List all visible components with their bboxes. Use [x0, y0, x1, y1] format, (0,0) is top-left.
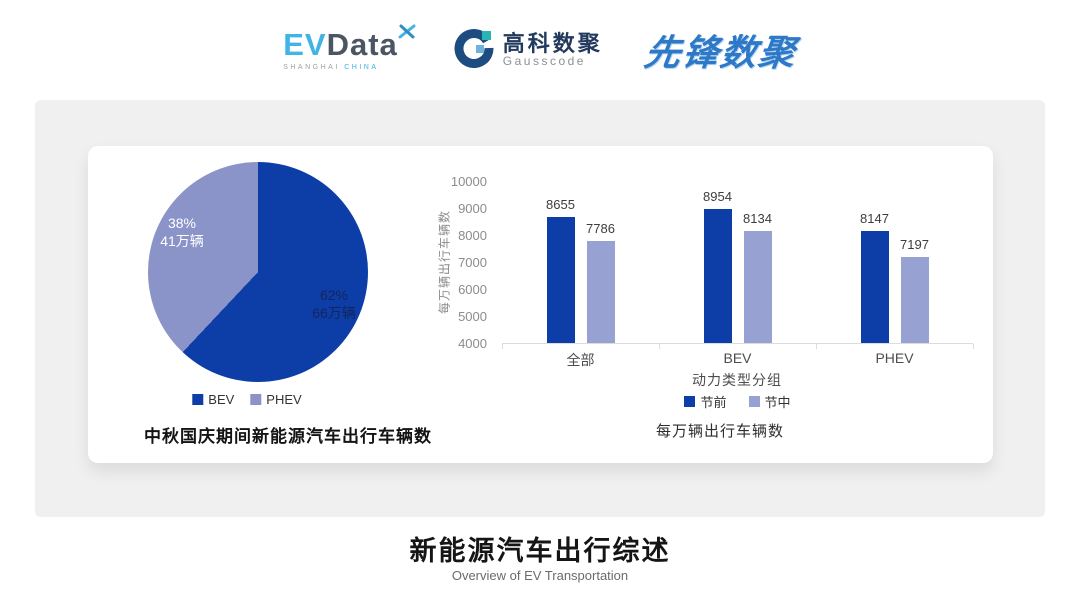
evdata-data-text: Data — [326, 27, 398, 62]
pie-legend-label-phev: PHEV — [266, 392, 302, 407]
evdata-x-icon — [398, 23, 416, 46]
x-axis-tick — [816, 344, 817, 349]
pie-legend-swatch-bev — [192, 394, 204, 405]
y-tick-label: 6000 — [458, 282, 487, 297]
bar-legend-label: 节前 — [700, 395, 727, 410]
pie-legend: BEV PHEV — [192, 392, 302, 407]
pie-chart — [148, 162, 368, 382]
gausscode-logo: 高科数聚 Gausscode — [454, 28, 603, 73]
bar-value-label: 8655 — [546, 197, 575, 213]
y-tick-label: 8000 — [458, 228, 487, 243]
y-tick-label: 7000 — [458, 255, 487, 270]
chart-card: 62% 66万辆 38% 41万辆 BEV PHEV 中秋国庆期间新能源汽车出行… — [88, 146, 993, 463]
y-tick-label: 10000 — [450, 174, 487, 189]
gausscode-text: 高科数聚 Gausscode — [503, 32, 603, 68]
x-category-label: BEV — [723, 350, 752, 366]
bar-legend-item-节中: 节中 — [748, 392, 791, 411]
x-axis-tick — [659, 344, 660, 349]
evdata-subtext: SHANGHAI CHINA — [283, 64, 398, 71]
pioneer-logo: 先锋数聚 — [641, 32, 800, 73]
bar-节中-全部 — [586, 240, 615, 343]
header-logos: EV Data SHANGHAI CHINA — [0, 18, 1080, 82]
bar-legend-swatch — [748, 396, 760, 407]
bar-plot-area: 8655 7786 8954 8134 8147 7197 — [502, 182, 974, 349]
pie-slice-label-bev: 62% 66万辆 — [312, 286, 356, 322]
bar-legend: 节前 节中 — [502, 392, 973, 411]
x-axis-tick — [502, 344, 503, 349]
x-category-label: PHEV — [875, 350, 914, 366]
y-tick-label: 9000 — [458, 201, 487, 216]
bar-legend-label: 节中 — [764, 395, 791, 410]
x-category-label: 全部 — [566, 352, 595, 368]
pie-legend-item-bev: BEV — [192, 392, 234, 407]
pie-phev-value: 41万辆 — [160, 233, 204, 249]
evdata-wordmark: EV Data — [283, 29, 398, 60]
pie-chart-title: 中秋国庆期间新能源汽车出行车辆数 — [144, 427, 432, 446]
bar-value-label: 8134 — [743, 211, 772, 227]
x-axis-tick — [973, 344, 974, 349]
pie-legend-swatch-phev — [250, 394, 262, 405]
bar-legend-swatch — [684, 396, 696, 407]
bar-chart-title: 每万辆出行车辆数 — [655, 423, 785, 440]
bar-yaxis: 4000 5000 6000 7000 8000 9000 10000 — [418, 174, 487, 351]
bar-节中-PHEV — [900, 256, 929, 343]
bar-节中-BEV — [743, 231, 772, 343]
y-tick-label: 4000 — [458, 336, 487, 351]
gausscode-cn-text: 高科数聚 — [502, 31, 603, 57]
gausscode-en-text: Gausscode — [502, 54, 586, 69]
pie-bev-value: 66万辆 — [312, 305, 356, 321]
evdata-china-text: CHINA — [344, 64, 379, 71]
bar-value-label: 7786 — [586, 220, 615, 236]
bar-节前-全部 — [546, 217, 575, 343]
bar-xaxis-name: 动力类型分组 — [692, 372, 782, 388]
pie-legend-item-phev: PHEV — [250, 392, 302, 407]
pie-bev-percent: 62% — [319, 286, 349, 303]
bar-节前-BEV — [703, 209, 732, 343]
bar-value-label: 8147 — [860, 211, 889, 227]
page-subtitle: Overview of EV Transportation — [451, 568, 629, 583]
bar-legend-item-节前: 节前 — [684, 392, 727, 411]
gausscode-g-icon — [454, 28, 494, 73]
chart-panel: 62% 66万辆 38% 41万辆 BEV PHEV 中秋国庆期间新能源汽车出行… — [35, 100, 1045, 517]
evdata-shanghai-text: SHANGHAI — [283, 64, 340, 71]
page-title: 新能源汽车出行综述 — [409, 536, 671, 566]
evdata-ev-text: EV — [283, 27, 327, 62]
bar-value-label: 8954 — [703, 189, 732, 205]
pie-legend-label-bev: BEV — [208, 392, 235, 407]
pie-slice-label-phev: 38% 41万辆 — [160, 214, 204, 250]
evdata-logo: EV Data SHANGHAI CHINA — [283, 24, 416, 71]
bar-categories: 全部 BEV PHEV — [502, 350, 973, 368]
pie-phev-percent: 38% — [167, 214, 197, 231]
y-tick-label: 5000 — [458, 309, 487, 324]
bar-节前-PHEV — [860, 231, 889, 343]
bar-value-label: 7197 — [900, 236, 929, 252]
